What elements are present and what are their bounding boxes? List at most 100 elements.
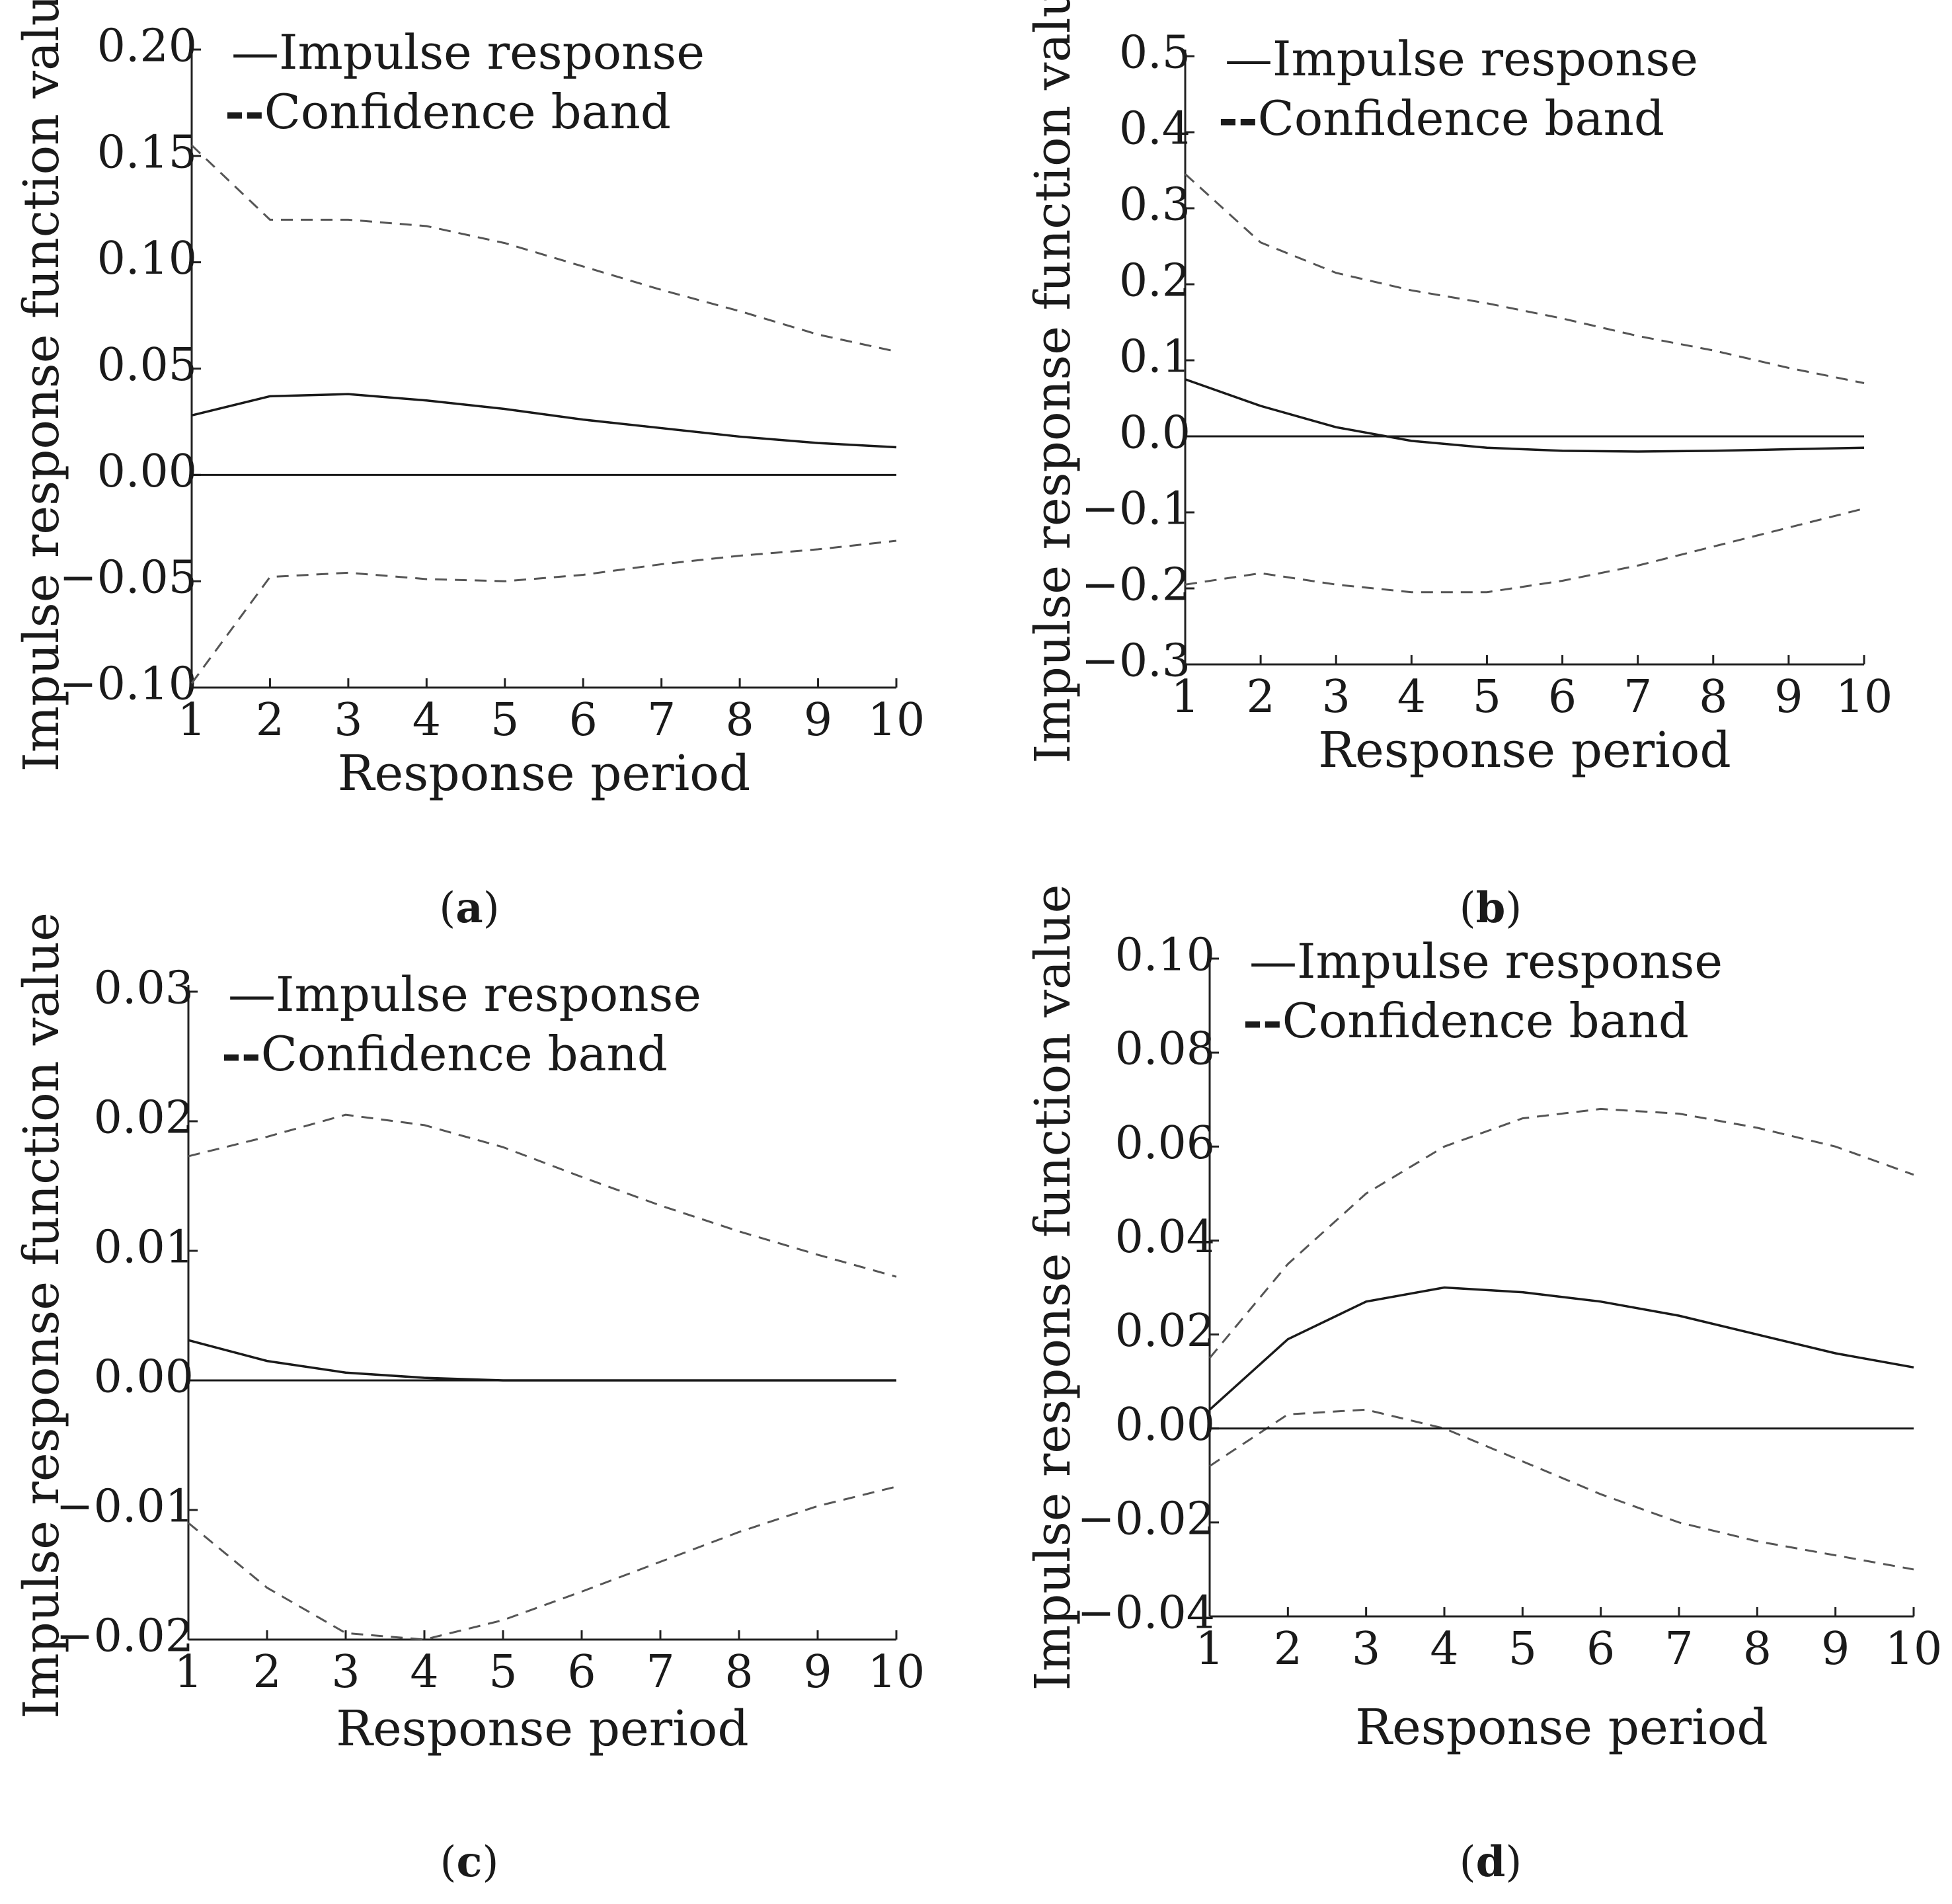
panel-caption-c: (c) bbox=[440, 1837, 499, 1887]
x-tick-label: 4 bbox=[1397, 671, 1426, 723]
y-tick-label: 0.3 bbox=[1119, 179, 1191, 231]
impulse-response-line bbox=[1185, 378, 1865, 453]
x-tick-label: 2 bbox=[1274, 1623, 1302, 1675]
chart-panel-a: 0.20 0.15 0.10 0.05 0.00 −0.05 −0.101 2 3 4 5 6 7 8 9 1… bbox=[13, 0, 925, 933]
x-tick-label: 5 bbox=[488, 1646, 517, 1698]
x-tick-label: 8 bbox=[724, 1646, 753, 1698]
upper-confidence-band-line bbox=[188, 1113, 897, 1278]
impulse-response-line bbox=[188, 1339, 896, 1382]
y-tick-label: 0.02 bbox=[94, 1092, 194, 1144]
x-tick-label: 5 bbox=[490, 694, 519, 746]
x-axis-title: Response period bbox=[336, 1700, 748, 1757]
legend-dashed-marker: -- bbox=[1243, 992, 1282, 1049]
y-tick-label: −0.10 bbox=[59, 658, 197, 711]
legend-solid-marker: — bbox=[231, 24, 279, 80]
legend-impulse-response: —Impulse response bbox=[228, 967, 701, 1022]
panel-caption-d: (d) bbox=[1460, 1837, 1522, 1887]
y-tick-label: −0.01 bbox=[56, 1481, 194, 1533]
x-tick-label: 4 bbox=[412, 694, 441, 746]
legend-impulse-response: —Impulse response bbox=[1225, 31, 1698, 87]
x-tick-label: 3 bbox=[1322, 671, 1350, 723]
y-tick-label: −0.1 bbox=[1081, 483, 1191, 536]
x-tick-label: 3 bbox=[1352, 1623, 1380, 1675]
x-axis-title: Response period bbox=[1318, 722, 1731, 779]
legend-confidence-band: --Confidence band bbox=[225, 83, 671, 139]
x-axis-title: Response period bbox=[338, 745, 750, 802]
x-tick-label: 5 bbox=[1508, 1623, 1537, 1675]
y-tick-label: −0.02 bbox=[56, 1610, 194, 1663]
x-tick-label: 1 bbox=[174, 1646, 202, 1698]
panel-caption-b: (b) bbox=[1460, 883, 1522, 933]
y-tick-label: 0.06 bbox=[1115, 1117, 1215, 1170]
x-tick-label: 6 bbox=[1586, 1623, 1615, 1675]
legend-confidence-band: --Confidence band bbox=[221, 1025, 668, 1082]
x-tick-label: 7 bbox=[1664, 1623, 1693, 1675]
x-tick-label: 10 bbox=[1836, 671, 1893, 723]
legend-confidence-band: --Confidence band bbox=[1218, 90, 1664, 146]
x-tick-label: 9 bbox=[803, 1646, 832, 1698]
legend-confidence-band: --Confidence band bbox=[1243, 992, 1689, 1049]
y-tick-label: 0.0 bbox=[1119, 407, 1191, 459]
y-tick-label: 0.10 bbox=[1115, 930, 1215, 982]
y-tick-label: 0.10 bbox=[97, 233, 197, 285]
lower-confidence-band-line bbox=[1185, 507, 1865, 594]
x-tick-label: 9 bbox=[1821, 1623, 1850, 1675]
y-tick-label: −0.02 bbox=[1077, 1493, 1215, 1545]
x-tick-label: 7 bbox=[1623, 671, 1652, 723]
y-tick-label: 0.01 bbox=[94, 1222, 194, 1274]
chart-panel-b: 0.5 0.4 0.3 0.2 0.1 0.0 −0.1 −0.2 −0.31 2 3 4 5 6 7 8 9 1… bbox=[1025, 0, 1893, 933]
y-tick-label: 0.20 bbox=[97, 20, 197, 73]
y-axis-title: Impulse response function value bbox=[13, 912, 70, 1719]
y-tick-label: 0.08 bbox=[1115, 1023, 1215, 1076]
legend-dashed-marker: -- bbox=[221, 1025, 261, 1082]
y-tick-label: −0.2 bbox=[1081, 559, 1191, 612]
legend-dashed-marker: -- bbox=[1218, 90, 1258, 146]
upper-confidence-band-line bbox=[1208, 1107, 1914, 1359]
y-tick-label: 0.1 bbox=[1119, 331, 1191, 383]
x-tick-label: 6 bbox=[1548, 671, 1577, 723]
y-tick-label: 0.00 bbox=[97, 446, 197, 498]
lower-confidence-band-line bbox=[1209, 1408, 1914, 1571]
x-tick-label: 10 bbox=[868, 694, 925, 746]
y-tick-label: 0.15 bbox=[97, 126, 197, 178]
x-tick-label: 3 bbox=[331, 1646, 360, 1698]
y-tick-label: 0.02 bbox=[1115, 1305, 1215, 1357]
x-tick-label: 4 bbox=[410, 1646, 438, 1698]
x-tick-label: 5 bbox=[1473, 671, 1501, 723]
panel-caption-a: (a) bbox=[439, 883, 499, 933]
x-tick-label: 7 bbox=[647, 694, 676, 746]
legend-solid-marker: — bbox=[228, 967, 276, 1022]
legend-dashed-marker: -- bbox=[225, 83, 264, 139]
x-tick-label: 2 bbox=[1246, 671, 1274, 723]
x-tick-label: 2 bbox=[253, 1646, 281, 1698]
y-tick-label: 0.04 bbox=[1115, 1211, 1215, 1263]
x-tick-label: 1 bbox=[1195, 1623, 1224, 1675]
x-tick-label: 3 bbox=[334, 694, 362, 746]
lower-confidence-band-line bbox=[188, 1486, 897, 1641]
x-tick-label: 1 bbox=[1171, 671, 1199, 723]
x-tick-label: 6 bbox=[569, 694, 598, 746]
y-tick-label: 0.4 bbox=[1119, 103, 1191, 155]
y-tick-label: −0.3 bbox=[1081, 635, 1191, 688]
y-tick-label: −0.04 bbox=[1077, 1587, 1215, 1640]
legend-solid-marker: — bbox=[1249, 933, 1297, 989]
y-tick-label: 0.2 bbox=[1119, 255, 1191, 307]
x-tick-label: 10 bbox=[868, 1646, 925, 1698]
y-axis-title: Impulse response function value bbox=[1025, 0, 1081, 764]
y-axis-title: Impulse response function value bbox=[13, 0, 70, 772]
y-tick-label: 0.03 bbox=[94, 963, 194, 1015]
chart-panel-c: 0.03 0.02 0.01 0.00 −0.01 −0.021 2 3 4 5 6 7 8 9 10 Res… bbox=[13, 912, 925, 1887]
x-tick-label: 2 bbox=[256, 694, 284, 746]
upper-confidence-band-line bbox=[190, 144, 897, 353]
legend-impulse-response: —Impulse response bbox=[1249, 933, 1723, 989]
x-tick-label: 6 bbox=[567, 1646, 596, 1698]
x-tick-label: 8 bbox=[725, 694, 754, 746]
x-axis-title: Response period bbox=[1355, 1699, 1768, 1756]
y-tick-label: 0.05 bbox=[97, 339, 197, 391]
y-tick-label: 0.00 bbox=[94, 1351, 194, 1404]
legend-solid-marker: — bbox=[1225, 31, 1272, 87]
lower-confidence-band-line bbox=[190, 539, 897, 684]
impulse-response-line bbox=[1208, 1286, 1914, 1411]
y-tick-label: 0.00 bbox=[1115, 1399, 1215, 1451]
